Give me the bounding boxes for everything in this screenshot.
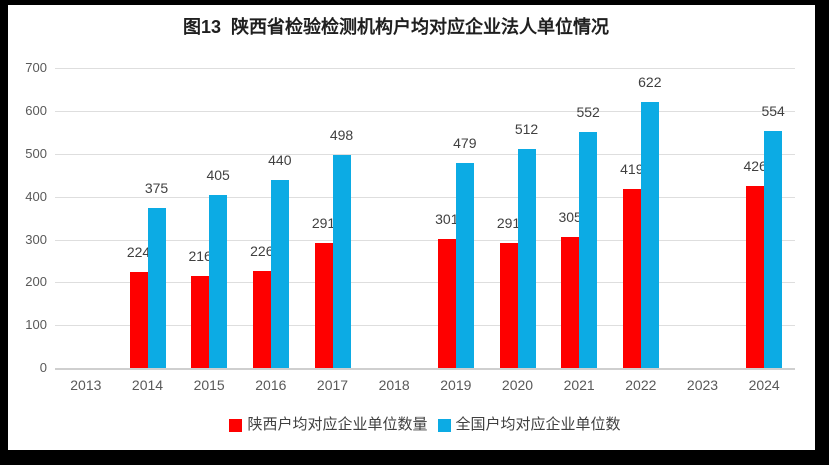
x-tick-label-2018: 2018 (378, 377, 410, 393)
bar-value-label-national-2022: 622 (638, 73, 662, 90)
bar-national-2020 (517, 148, 536, 368)
y-tick-label-100: 100 (25, 317, 47, 333)
bar-shaanxi-2014 (129, 272, 148, 368)
bar-shaanxi-2017 (314, 243, 333, 368)
y-tick-label-200: 200 (25, 274, 47, 290)
bar-shaanxi-2019 (437, 239, 456, 368)
y-tick-label-300: 300 (25, 231, 47, 247)
bar-value-label-national-2021: 552 (576, 103, 600, 120)
x-tick-label-2019: 2019 (440, 377, 472, 393)
bar-shaanxi-2021 (561, 237, 580, 368)
bar-shaanxi-2022 (622, 188, 641, 368)
bar-value-label-national-2015: 405 (206, 166, 230, 183)
gridline-100 (55, 325, 795, 327)
bar-national-2019 (455, 163, 474, 368)
frame-top-edge (0, 0, 829, 5)
bar-shaanxi-2024 (746, 185, 765, 368)
frame-right-edge (815, 0, 829, 465)
bar-value-label-shaanxi-2014: 224 (126, 244, 151, 261)
legend-swatch-red-icon (229, 418, 243, 432)
legend-item-national: 全国户均对应企业单位数 (437, 416, 621, 434)
bar-value-label-national-2016: 440 (268, 151, 292, 168)
x-tick-label-2022: 2022 (625, 377, 657, 393)
bar-value-label-national-2017: 498 (329, 126, 354, 143)
gridline-600 (55, 111, 795, 113)
bar-value-label-shaanxi-2020: 291 (496, 215, 521, 232)
y-tick-label-400: 400 (25, 188, 47, 204)
bar-value-label-national-2020: 512 (514, 120, 539, 137)
legend-item-shaanxi: 陕西户均对应企业单位数量 (229, 416, 428, 434)
legend-label-shaanxi: 陕西户均对应企业单位数量 (247, 416, 428, 433)
x-tick-label-2020: 2020 (501, 377, 534, 393)
bar-value-label-shaanxi-2019: 301 (435, 211, 459, 228)
y-tick-label-0: 0 (39, 360, 47, 375)
gridline-300 (55, 239, 795, 241)
chart-legend: 陕西户均对应企业单位数量 全国户均对应企业单位数 (55, 416, 795, 434)
frame-left-edge (0, 0, 8, 465)
gridline-500 (55, 154, 795, 156)
bar-shaanxi-2016 (252, 271, 271, 368)
bar-shaanxi-2015 (191, 275, 210, 368)
bar-national-2015 (209, 194, 228, 368)
gridline-200 (55, 282, 795, 284)
bar-shaanxi-2020 (499, 243, 518, 368)
bar-national-2016 (270, 179, 289, 368)
x-tick-label-2016: 2016 (255, 377, 287, 393)
x-tick-label-2017: 2017 (316, 377, 349, 393)
frame-bottom-edge (0, 450, 829, 465)
bar-value-label-national-2019: 479 (453, 135, 477, 152)
bar-national-2014 (147, 207, 166, 368)
y-tick-label-600: 600 (25, 103, 47, 119)
x-tick-label-2023: 2023 (686, 377, 719, 393)
bar-national-2017 (332, 154, 351, 368)
x-tick-label-2015: 2015 (193, 377, 225, 393)
x-tick-label-2024: 2024 (748, 377, 780, 393)
bar-value-label-shaanxi-2024: 426 (743, 157, 767, 174)
bar-value-label-national-2014: 375 (144, 179, 169, 196)
x-tick-label-2013: 2013 (70, 377, 102, 393)
y-tick-label-500: 500 (25, 146, 47, 162)
bar-value-label-national-2024: 554 (761, 102, 785, 119)
bar-value-label-shaanxi-2017: 291 (311, 215, 336, 232)
legend-swatch-blue-icon (437, 418, 451, 432)
x-tick-label-2014: 2014 (131, 377, 164, 393)
x-tick-label-2021: 2021 (563, 377, 595, 393)
gridline-700 (55, 68, 795, 70)
bar-national-2021 (579, 131, 598, 368)
y-tick-label-700: 700 (25, 60, 47, 76)
chart-title: 图13 陕西省检验检测机构户均对应企业法人单位情况 (182, 17, 610, 37)
gridline-400 (55, 196, 795, 198)
bar-value-label-shaanxi-2015: 216 (188, 247, 212, 264)
legend-label-national: 全国户均对应企业单位数 (455, 416, 621, 433)
bar-national-2022 (640, 101, 659, 368)
bar-value-label-shaanxi-2022: 419 (620, 160, 644, 177)
bar-value-label-shaanxi-2021: 305 (558, 209, 582, 226)
bar-value-label-shaanxi-2016: 226 (250, 243, 274, 260)
gridline-0 (55, 368, 795, 370)
bar-national-2024 (764, 130, 783, 368)
